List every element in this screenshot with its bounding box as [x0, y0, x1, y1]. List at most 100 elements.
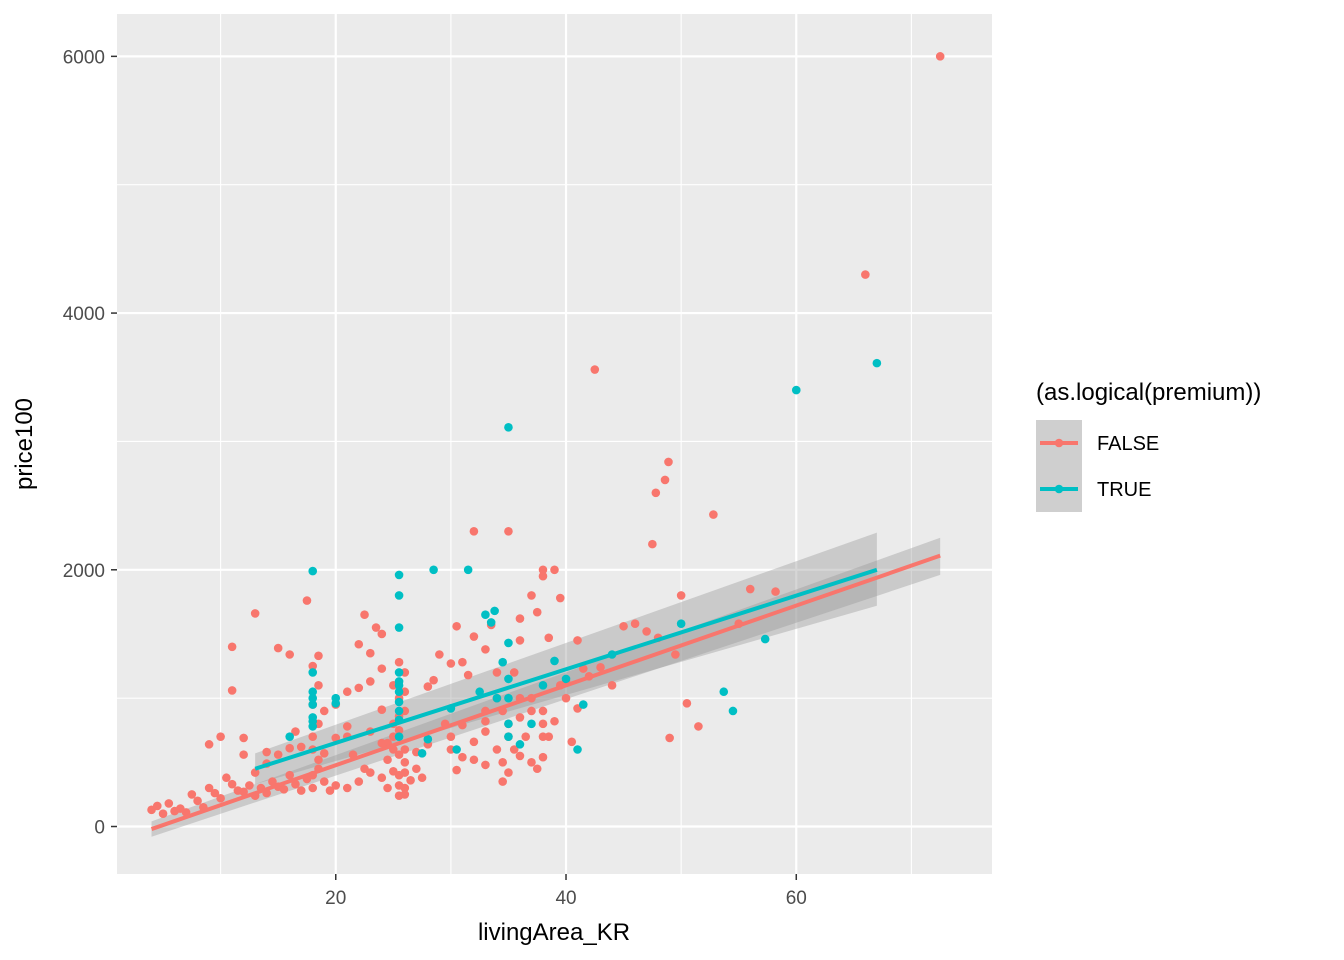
y-axis-ticks: 0 2000 4000 6000 [63, 47, 117, 839]
data-point-false [158, 809, 168, 818]
data-point-false [544, 633, 554, 643]
legend-label: FALSE [1097, 433, 1159, 455]
data-point-true [578, 700, 588, 709]
data-point-false [354, 683, 364, 693]
data-point-true [791, 385, 801, 395]
data-point-true [308, 722, 318, 731]
data-point-false [285, 650, 294, 659]
data-point-false [227, 642, 237, 652]
x-tick-label: 20 [325, 888, 346, 909]
data-point-false [538, 565, 548, 575]
data-point-false [538, 752, 548, 762]
data-point-false [538, 732, 548, 741]
data-point-false [469, 526, 479, 536]
data-point-true [515, 740, 525, 749]
data-point-true [394, 687, 404, 697]
data-point-false [573, 636, 582, 645]
data-point-false [331, 733, 341, 743]
data-point-false [515, 751, 525, 761]
confidence-band-true [255, 532, 877, 785]
data-point-false [709, 510, 718, 519]
data-point-true [538, 681, 548, 690]
data-point-false [498, 758, 507, 767]
data-point-false [521, 732, 531, 741]
legend-title: (as.logical(premium)) [1036, 379, 1261, 406]
data-point-false [527, 591, 536, 600]
data-point-false [262, 747, 271, 757]
data-point-false [619, 621, 628, 631]
data-point-true [872, 358, 882, 368]
data-point-false [377, 705, 387, 715]
legend-entry-false: FALSE [1036, 420, 1159, 466]
data-point-false [354, 639, 364, 649]
data-point-true [492, 693, 502, 703]
data-point-false [308, 783, 318, 793]
data-point-false [660, 475, 670, 485]
data-point-false [596, 663, 605, 672]
y-tick-label: 6000 [63, 47, 105, 68]
y-tick-label: 4000 [63, 304, 105, 325]
data-point-false [463, 670, 473, 680]
data-point-false [532, 607, 542, 617]
data-point-false [400, 745, 410, 754]
data-point-false [515, 636, 525, 645]
data-point-true [394, 668, 404, 677]
data-point-true [308, 713, 318, 722]
data-point-false [377, 664, 387, 673]
data-point-false [342, 687, 352, 697]
data-point-true [504, 693, 513, 703]
data-point-true [417, 749, 427, 758]
legend-entries: FALSE TRUE [1036, 420, 1159, 512]
data-point-false [325, 786, 335, 795]
data-point-false [567, 737, 577, 747]
data-point-false [250, 768, 260, 777]
data-point-false [193, 796, 202, 806]
data-point-true [498, 657, 507, 667]
data-point-false [676, 591, 686, 600]
data-point-false [308, 732, 318, 741]
data-point-false [481, 727, 490, 736]
data-point-false [204, 783, 214, 793]
data-point-false [561, 693, 571, 703]
data-point-false [273, 750, 283, 759]
data-point-false [400, 768, 410, 777]
x-tick-label: 40 [555, 888, 576, 909]
data-point-false [481, 760, 490, 770]
data-point-false [515, 713, 525, 722]
data-point-false [187, 790, 197, 799]
data-point-false [590, 365, 600, 374]
data-point-false [377, 773, 387, 783]
data-point-false [481, 645, 490, 654]
data-point-false [394, 657, 404, 667]
data-point-false [204, 740, 214, 749]
data-point-false [279, 784, 289, 794]
data-point-false [394, 750, 404, 759]
data-point-false [458, 657, 467, 667]
data-point-true [394, 732, 404, 741]
data-point-false [227, 686, 237, 695]
data-point-false [481, 716, 490, 726]
data-point-true [550, 656, 559, 666]
data-point-false [452, 765, 461, 775]
data-point-false [642, 627, 651, 636]
data-point-true [504, 423, 513, 432]
plot-panel [117, 14, 992, 874]
data-point-false [371, 623, 381, 632]
data-point-false [273, 643, 283, 653]
data-point-false [417, 773, 427, 783]
data-point-false [861, 270, 870, 279]
data-point-true [308, 566, 318, 576]
data-point-false [291, 727, 300, 736]
data-point-true [394, 706, 404, 716]
data-point-false [302, 596, 312, 605]
data-point-true [486, 618, 496, 627]
data-point-false [664, 457, 673, 467]
data-point-false [210, 788, 220, 798]
data-point-true [463, 565, 473, 575]
data-point-false [504, 768, 513, 777]
data-point-false [745, 584, 755, 594]
data-point-false [469, 755, 479, 765]
data-point-false [164, 799, 174, 808]
data-point-true [394, 591, 404, 600]
data-point-false [342, 722, 352, 731]
